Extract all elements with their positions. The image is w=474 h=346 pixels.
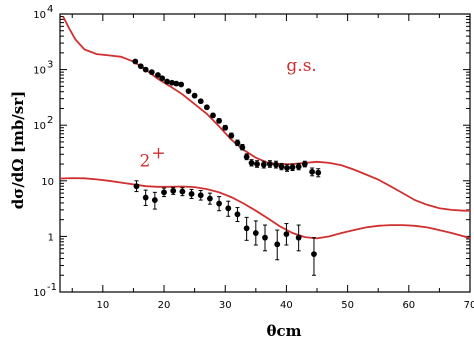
data-point-series-2 xyxy=(188,191,195,197)
data-point-series-1 xyxy=(266,161,273,167)
data-point-series-1 xyxy=(260,161,267,168)
data-point-series-1 xyxy=(185,88,192,95)
x-tick-label: 70 xyxy=(464,300,474,311)
data-point-series-2 xyxy=(207,195,213,202)
data-point-series-2 xyxy=(283,231,290,237)
curve-annotation-sup: + xyxy=(151,144,165,164)
data-point-series-1 xyxy=(178,81,185,88)
data-point-series-2 xyxy=(225,205,232,212)
data-point-series-1 xyxy=(254,161,260,167)
data-point-series-1 xyxy=(315,169,322,176)
data-point-series-1 xyxy=(234,140,241,146)
y-axis-label: dσ/dΩ [mb/sr] xyxy=(9,91,27,209)
data-point-series-2 xyxy=(274,241,281,248)
y-tick-exponent: -1 xyxy=(47,282,57,293)
data-point-series-2 xyxy=(133,183,140,190)
data-point-series-1 xyxy=(301,161,308,167)
data-point-series-2 xyxy=(161,189,167,196)
data-point-series-1 xyxy=(278,163,285,170)
data-point-series-1 xyxy=(216,117,223,124)
data-point-series-1 xyxy=(203,104,210,111)
data-point-series-1 xyxy=(248,159,255,166)
theory-curve-2 xyxy=(60,177,470,240)
x-tick-label: 20 xyxy=(158,300,171,311)
plot-frame xyxy=(59,13,471,293)
data-point-series-2 xyxy=(311,251,317,258)
data-point-series-1 xyxy=(273,161,279,168)
data-point-series-2 xyxy=(252,230,259,236)
data-point-series-2 xyxy=(197,192,204,199)
data-point-series-1 xyxy=(309,168,316,175)
y-tick-exponent: 4 xyxy=(47,4,53,15)
data-point-series-2 xyxy=(262,234,268,241)
data-point-series-1 xyxy=(191,92,198,99)
data-point-series-1 xyxy=(142,66,149,73)
data-point-series-2 xyxy=(234,211,241,218)
x-tick-label: 50 xyxy=(341,300,354,311)
x-axis-label: θcm xyxy=(266,322,301,340)
data-point-series-2 xyxy=(142,194,149,201)
y-tick-label: 10 xyxy=(33,121,46,132)
y-tick-label: 10 xyxy=(33,10,46,21)
curve-annotation: g.s. xyxy=(286,56,316,76)
data-point-series-2 xyxy=(179,188,186,195)
data-point-series-2 xyxy=(243,225,250,232)
y-tick-exponent: 3 xyxy=(47,60,53,71)
curve-annotation: 2 xyxy=(140,152,151,172)
data-point-series-2 xyxy=(151,197,158,203)
data-point-series-2 xyxy=(170,187,177,194)
data-point-series-1 xyxy=(210,112,216,119)
data-point-series-1 xyxy=(197,98,204,105)
y-tick-label: 1 xyxy=(48,232,54,243)
x-tick-label: 10 xyxy=(96,300,109,311)
data-point-series-1 xyxy=(222,124,229,131)
theory-curves xyxy=(60,16,470,240)
data-point-series-1 xyxy=(284,165,290,171)
data-point-series-2 xyxy=(216,200,223,207)
y-tick-label: 10 xyxy=(33,288,46,299)
annotations: g.s. 2 + xyxy=(140,56,317,172)
x-tick-label: 60 xyxy=(402,300,415,311)
data-point-series-1 xyxy=(239,144,246,151)
data-point-series-1 xyxy=(295,163,302,170)
data-point-series-1 xyxy=(132,58,139,65)
data-point-series-1 xyxy=(155,72,161,78)
data-point-series-1 xyxy=(228,132,235,139)
x-tick-label: 40 xyxy=(280,300,293,311)
y-tick-exponent: 2 xyxy=(47,115,53,126)
theory-curve-1 xyxy=(62,16,470,212)
data-point-series-2 xyxy=(295,234,302,241)
data-point-series-1 xyxy=(164,78,170,85)
data-points xyxy=(132,58,322,276)
data-point-series-1 xyxy=(148,69,155,76)
x-tick-label: 30 xyxy=(219,300,232,311)
data-point-series-1 xyxy=(173,80,180,87)
x-axis: 10 20 30 40 50 60 70 xyxy=(71,14,474,311)
y-tick-label: 10 xyxy=(33,66,46,77)
data-point-series-1 xyxy=(289,164,296,171)
data-point-series-1 xyxy=(137,63,144,70)
y-tick-label: 10 xyxy=(41,177,54,188)
data-point-series-1 xyxy=(243,153,250,160)
data-point-series-1 xyxy=(159,75,166,82)
